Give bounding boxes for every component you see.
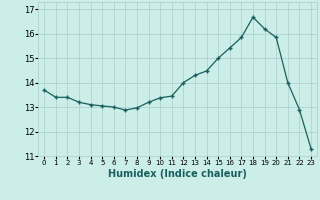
X-axis label: Humidex (Indice chaleur): Humidex (Indice chaleur) <box>108 169 247 179</box>
